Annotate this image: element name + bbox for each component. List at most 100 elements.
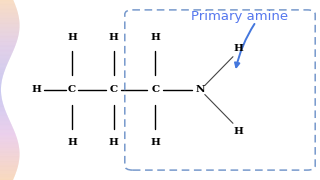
Polygon shape [0, 165, 18, 166]
Polygon shape [0, 8, 17, 9]
Polygon shape [0, 1, 14, 2]
Polygon shape [0, 177, 14, 178]
Polygon shape [0, 49, 14, 50]
Polygon shape [0, 172, 16, 173]
Polygon shape [0, 158, 19, 159]
Polygon shape [0, 178, 14, 179]
Polygon shape [0, 18, 19, 19]
Polygon shape [0, 166, 18, 167]
Polygon shape [0, 11, 18, 12]
Polygon shape [0, 169, 17, 170]
Polygon shape [0, 2, 14, 3]
Polygon shape [0, 171, 16, 172]
Polygon shape [0, 100, 2, 101]
Polygon shape [0, 26, 20, 27]
Polygon shape [0, 176, 14, 177]
Polygon shape [0, 67, 6, 68]
Polygon shape [0, 146, 19, 147]
Polygon shape [0, 173, 16, 174]
Polygon shape [0, 120, 10, 121]
Polygon shape [0, 56, 11, 57]
Polygon shape [0, 22, 20, 23]
Polygon shape [0, 12, 18, 13]
Polygon shape [0, 143, 19, 144]
Text: Primary amine: Primary amine [191, 10, 289, 23]
Polygon shape [0, 94, 1, 95]
Polygon shape [0, 7, 16, 8]
Text: H: H [32, 86, 42, 94]
Polygon shape [0, 82, 2, 83]
Polygon shape [0, 9, 17, 10]
Polygon shape [0, 118, 9, 119]
Polygon shape [0, 84, 1, 85]
Polygon shape [0, 147, 19, 148]
Polygon shape [0, 38, 18, 39]
Polygon shape [0, 132, 15, 133]
Polygon shape [0, 133, 15, 134]
Polygon shape [0, 74, 4, 75]
Polygon shape [0, 55, 11, 56]
Polygon shape [0, 41, 17, 42]
Polygon shape [0, 168, 17, 169]
Polygon shape [0, 40, 17, 41]
Polygon shape [0, 25, 20, 26]
Polygon shape [0, 119, 9, 120]
Text: N: N [195, 86, 205, 94]
Text: H: H [109, 33, 118, 42]
Polygon shape [0, 112, 6, 113]
Polygon shape [0, 10, 17, 11]
Text: C: C [151, 86, 159, 94]
Polygon shape [0, 69, 5, 70]
Polygon shape [0, 149, 19, 150]
Polygon shape [0, 92, 1, 93]
Polygon shape [0, 32, 19, 33]
Polygon shape [0, 160, 19, 161]
Polygon shape [0, 105, 4, 106]
Polygon shape [0, 0, 13, 1]
Polygon shape [0, 17, 19, 18]
Polygon shape [0, 152, 20, 153]
Polygon shape [0, 113, 7, 114]
Polygon shape [0, 5, 16, 6]
Polygon shape [0, 27, 20, 28]
Text: C: C [109, 86, 118, 94]
Polygon shape [0, 83, 2, 84]
Polygon shape [0, 62, 8, 63]
Polygon shape [0, 179, 13, 180]
Polygon shape [0, 175, 15, 176]
Polygon shape [0, 130, 14, 131]
Polygon shape [0, 137, 17, 138]
Polygon shape [0, 151, 20, 152]
Text: H: H [234, 127, 243, 136]
Polygon shape [0, 91, 1, 92]
Polygon shape [0, 73, 4, 74]
Polygon shape [0, 102, 3, 103]
Polygon shape [0, 34, 19, 35]
Polygon shape [0, 46, 15, 47]
Polygon shape [0, 153, 20, 154]
Polygon shape [0, 123, 11, 124]
Polygon shape [0, 111, 6, 112]
Polygon shape [0, 88, 1, 89]
Polygon shape [0, 157, 20, 158]
Polygon shape [0, 98, 2, 99]
Polygon shape [0, 125, 12, 126]
Text: H: H [234, 44, 243, 53]
Polygon shape [0, 139, 17, 140]
Polygon shape [0, 24, 20, 25]
Polygon shape [0, 43, 16, 44]
Polygon shape [0, 50, 13, 51]
Text: H: H [67, 33, 77, 42]
Polygon shape [0, 134, 16, 135]
Polygon shape [0, 37, 18, 38]
Polygon shape [0, 16, 19, 17]
Polygon shape [0, 31, 19, 32]
Polygon shape [0, 89, 1, 90]
Polygon shape [0, 163, 19, 164]
Polygon shape [0, 103, 3, 104]
Polygon shape [0, 126, 12, 127]
Polygon shape [0, 85, 1, 86]
Polygon shape [0, 47, 15, 48]
Polygon shape [0, 4, 15, 5]
Polygon shape [0, 155, 20, 156]
